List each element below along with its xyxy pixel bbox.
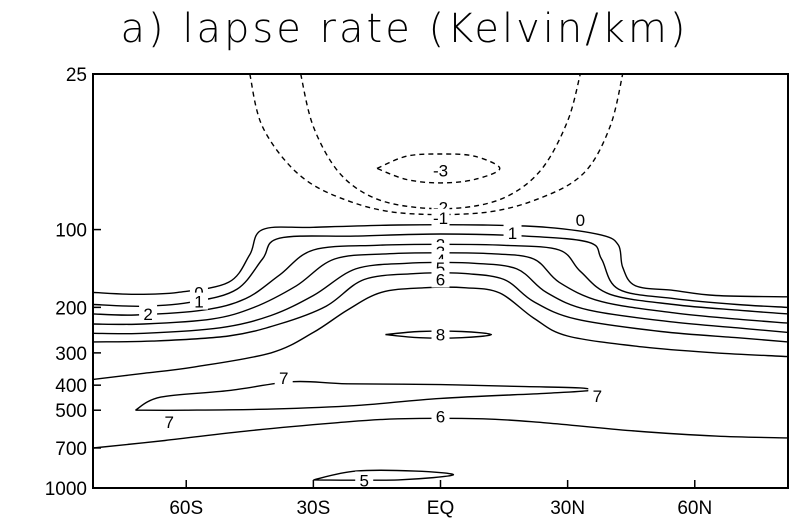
contour-label-2: -1 — [433, 209, 448, 228]
contour-label-11: 5 — [436, 259, 445, 278]
contour-line-4 — [93, 233, 788, 309]
contour-line-1 — [300, 74, 581, 210]
y-tick-label-6: 700 — [55, 439, 87, 460]
contour-label-13: 8 — [436, 326, 445, 345]
contour-line-9 — [93, 286, 788, 381]
x-tick-label-1: 30S — [296, 498, 330, 519]
contour-label-bg-6 — [189, 292, 208, 310]
contour-label-bg-13 — [431, 325, 450, 343]
x-tick-label-3: 30N — [550, 498, 585, 519]
contour-label-17: 6 — [436, 408, 445, 427]
contour-label-0: -3 — [433, 161, 448, 180]
contour-label-18: 5 — [359, 471, 368, 490]
y-tick-label-7: 1000 — [45, 479, 87, 500]
contour-label-bg-18 — [355, 471, 374, 489]
y-tick-label-5: 500 — [55, 401, 87, 422]
contour-label-bg-4 — [503, 223, 522, 241]
contour-line-2 — [249, 74, 624, 216]
x-tick-label-0: 60S — [169, 498, 203, 519]
x-tick-label-4: 60N — [677, 498, 712, 519]
y-axis: 25 100 200 300 400 500 700 1000 — [45, 65, 101, 500]
contour-labels: -3-2-10101223456877765 — [139, 161, 607, 490]
contour-label-6: 1 — [194, 293, 203, 312]
y-tick-label-3: 300 — [55, 344, 87, 365]
y-tick-label-2: 200 — [55, 298, 87, 319]
contour-label-bg-0 — [431, 161, 450, 179]
contour-label-7: 2 — [143, 305, 152, 324]
contour-line-10 — [135, 380, 593, 411]
contour-label-bg-3 — [571, 211, 590, 229]
contour-label-16: 7 — [165, 413, 174, 432]
contour-label-15: 7 — [593, 387, 602, 406]
contour-label-bg-12 — [431, 270, 450, 288]
contour-label-12: 6 — [436, 270, 445, 289]
contour-label-14: 7 — [279, 369, 288, 388]
y-tick-label-1: 100 — [55, 221, 87, 242]
contour-label-bg-15 — [588, 386, 607, 404]
x-axis: 60S 30S EQ 30N 60N — [169, 480, 712, 519]
x-tick-label-2: EQ — [427, 498, 454, 519]
contour-label-4: 1 — [508, 224, 517, 243]
y-tick-label-0: 25 — [66, 65, 87, 86]
contour-label-3: 0 — [576, 211, 585, 230]
contour-line-3 — [93, 224, 788, 298]
chart-title: a) lapse rate (Kelvin/km) — [120, 6, 689, 52]
contour-line-11 — [385, 330, 493, 339]
y-tick-label-4: 400 — [55, 376, 87, 397]
contour-label-bg-14 — [274, 368, 293, 386]
contour-label-bg-17 — [431, 407, 450, 425]
contour-label-bg-16 — [160, 412, 179, 430]
contour-line-13 — [313, 469, 454, 481]
contour-label-bg-7 — [139, 304, 158, 322]
contour-line-0 — [376, 153, 501, 184]
contour-label-bg-2 — [431, 208, 450, 226]
